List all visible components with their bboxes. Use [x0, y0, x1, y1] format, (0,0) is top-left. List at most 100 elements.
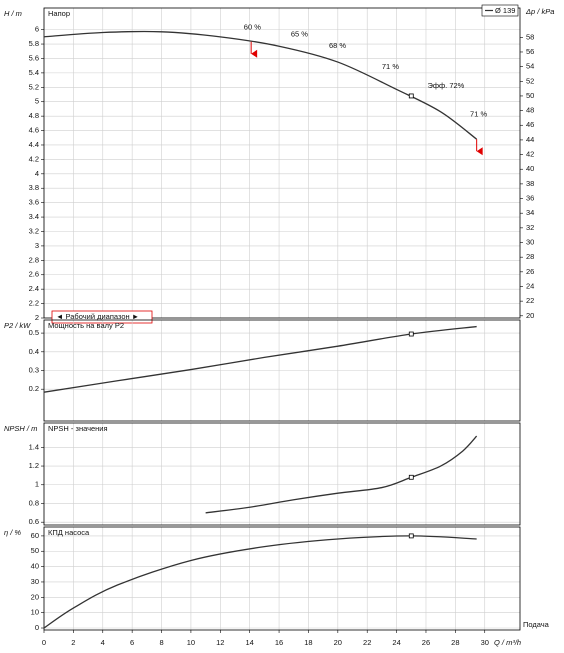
y2-tick-label: 52 [526, 76, 534, 85]
y2-tick-label: 58 [526, 32, 534, 41]
y2-tick-label: 22 [526, 296, 534, 305]
y-axis-label: NPSH / m [4, 424, 37, 433]
y2-tick-label: 46 [526, 120, 534, 129]
y-tick-label: 50 [31, 546, 39, 555]
y-tick-label: 40 [31, 562, 39, 571]
range-arrow [251, 49, 258, 58]
y-tick-label: 1 [35, 480, 39, 489]
y-tick-label: 4.2 [29, 154, 39, 163]
y-tick-label: 1.4 [29, 442, 39, 451]
y2-tick-label: 38 [526, 179, 534, 188]
x-tick-label: 26 [422, 638, 430, 647]
y2-axis-label: Δp / kPa [525, 7, 554, 16]
y-axis-label: H / m [4, 9, 22, 18]
y-tick-label: 3.4 [29, 212, 39, 221]
curve [205, 435, 478, 514]
panel-frame [43, 422, 521, 526]
x-axis-label: Q / m³/h [494, 638, 521, 647]
y2-tick-label: 56 [526, 47, 534, 56]
y-tick-label: 4.4 [29, 140, 39, 149]
y-tick-label: 0.8 [29, 498, 39, 507]
y-tick-label: 0.5 [29, 328, 39, 337]
panel-frame [43, 7, 521, 319]
panel-title: КПД насоса [48, 528, 90, 537]
duty-point [408, 93, 414, 99]
y-tick-label: 2.8 [29, 255, 39, 264]
y2-tick-label: 28 [526, 252, 534, 261]
duty-point [408, 533, 414, 539]
y-axis-label: P2 / kW [4, 321, 31, 330]
y2-tick-label: 20 [526, 311, 534, 320]
y2-tick-label: 36 [526, 194, 534, 203]
y-tick-label: 1.2 [29, 461, 39, 470]
y-tick-label: 10 [31, 608, 39, 617]
y2-tick-label: 44 [526, 135, 534, 144]
x-tick-label: 16 [275, 638, 283, 647]
efficiency-label: 68 % [329, 41, 346, 50]
y2-tick-label: 26 [526, 267, 534, 276]
y-tick-label: 2 [35, 313, 39, 322]
y-tick-label: 4.8 [29, 111, 39, 120]
efficiency-label: 60 % [244, 22, 261, 31]
y2-tick-label: 54 [526, 62, 534, 71]
x-tick-label: 10 [187, 638, 195, 647]
y2-tick-label: 32 [526, 223, 534, 232]
x-tick-label: 18 [304, 638, 312, 647]
y-tick-label: 0.3 [29, 365, 39, 374]
y-tick-label: 2.6 [29, 270, 39, 279]
efficiency-label: 71 % [470, 110, 487, 119]
y-tick-label: 0 [35, 623, 39, 632]
y-tick-label: 0.4 [29, 347, 39, 356]
y-tick-label: 3.8 [29, 183, 39, 192]
x-tick-label: 24 [392, 638, 400, 647]
x-tick-label: 14 [246, 638, 254, 647]
x-tick-label: 22 [363, 638, 371, 647]
y-axis-label: η / % [4, 528, 21, 537]
y-tick-label: 5.8 [29, 39, 39, 48]
y-tick-label: 3.6 [29, 198, 39, 207]
panel-title: Мощность на валу P2 [48, 321, 124, 330]
panel-frame [43, 526, 521, 631]
y-tick-label: 4.6 [29, 126, 39, 135]
x-tick-label: 12 [216, 638, 224, 647]
x-tick-label: 28 [451, 638, 459, 647]
y-tick-label: 0.6 [29, 517, 39, 526]
panel-title: NPSH - значения [48, 424, 108, 433]
y-tick-label: 30 [31, 577, 39, 586]
y2-tick-label: 48 [526, 106, 534, 115]
y2-tick-label: 40 [526, 164, 534, 173]
range-arrow [476, 147, 483, 156]
range-label: ◄ Рабочий диапазон ► [56, 312, 139, 321]
x-tick-label: 30 [481, 638, 489, 647]
x-note: Подача [523, 620, 550, 629]
x-tick-label: 4 [101, 638, 105, 647]
y-tick-label: 5 [35, 97, 39, 106]
legend-box [481, 4, 519, 17]
curve [43, 30, 478, 140]
y2-tick-label: 34 [526, 208, 534, 217]
duty-point [408, 474, 414, 480]
curve [43, 535, 477, 629]
y2-tick-label: 42 [526, 150, 534, 159]
panel-frame [43, 319, 521, 422]
y2-tick-label: 30 [526, 237, 534, 246]
y-tick-label: 3 [35, 241, 39, 250]
panel-title: Напор [48, 9, 70, 18]
y2-tick-label: 50 [526, 91, 534, 100]
x-tick-label: 2 [71, 638, 75, 647]
x-tick-label: 0 [42, 638, 46, 647]
y-tick-label: 3.2 [29, 226, 39, 235]
x-tick-label: 20 [334, 638, 342, 647]
y-tick-label: 0.2 [29, 384, 39, 393]
y-tick-label: 5.6 [29, 53, 39, 62]
x-tick-label: 8 [159, 638, 163, 647]
legend-label: Ø 139 [495, 6, 515, 15]
y-tick-label: 2.4 [29, 284, 39, 293]
y-tick-label: 60 [31, 531, 39, 540]
x-tick-label: 6 [130, 638, 134, 647]
y-tick-label: 4 [35, 169, 39, 178]
y-tick-label: 2.2 [29, 299, 39, 308]
duty-point [408, 331, 414, 337]
y-tick-label: 5.4 [29, 68, 39, 77]
